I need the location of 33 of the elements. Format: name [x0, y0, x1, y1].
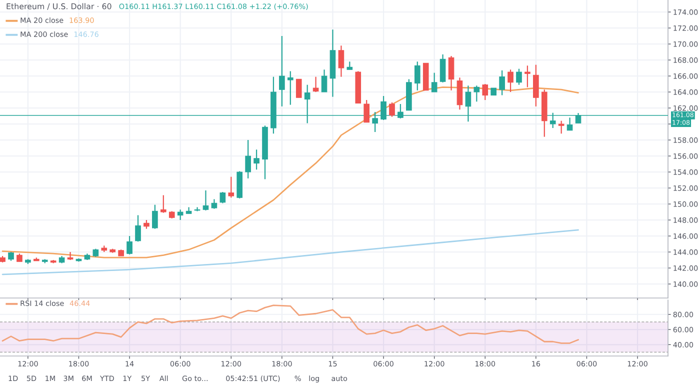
candlestick [321, 69, 328, 93]
candlestick [440, 54, 446, 83]
candlestick [296, 78, 302, 98]
candlestick [456, 77, 463, 110]
candlestick [474, 85, 480, 102]
candlestick [364, 99, 370, 123]
candlestick [279, 35, 285, 107]
candlestick [508, 69, 514, 93]
candlestick [558, 120, 564, 134]
candlestick [202, 190, 209, 211]
candlestick [389, 102, 395, 118]
candlestick [152, 204, 158, 230]
candlestick [312, 76, 319, 93]
candlestick [254, 149, 260, 170]
candlestick [220, 191, 226, 204]
candlestick [533, 64, 539, 107]
candlestick [67, 251, 74, 261]
candlestick [211, 198, 218, 210]
candlestick [448, 55, 454, 91]
candlestick [524, 65, 530, 88]
candlestick [135, 214, 141, 242]
candlestick [414, 61, 420, 91]
candlestick [177, 209, 184, 221]
candlestick [160, 194, 166, 214]
candlestick [228, 176, 234, 198]
candlestick [499, 70, 505, 96]
candlestick [287, 70, 294, 106]
candlestick [338, 45, 344, 78]
candlestick [431, 72, 438, 93]
candlestick [245, 139, 251, 179]
candlestick [516, 68, 522, 86]
candlestick [126, 235, 132, 255]
candlestick [482, 83, 488, 101]
